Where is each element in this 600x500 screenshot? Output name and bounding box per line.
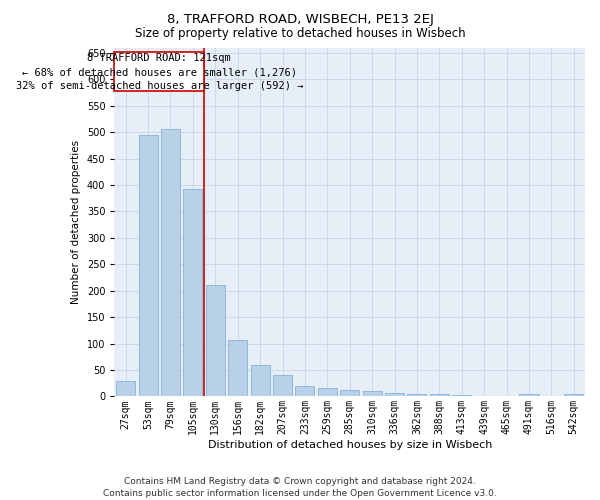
Bar <box>116 380 135 396</box>
Bar <box>139 134 158 396</box>
Bar <box>273 376 292 396</box>
Bar <box>385 392 404 396</box>
Bar <box>362 391 382 396</box>
Bar <box>520 394 539 396</box>
Bar <box>184 188 202 396</box>
Bar <box>161 130 180 396</box>
Bar <box>318 388 337 396</box>
Bar <box>407 394 427 396</box>
Text: Size of property relative to detached houses in Wisbech: Size of property relative to detached ho… <box>134 28 466 40</box>
Bar <box>430 394 449 396</box>
Text: 8, TRAFFORD ROAD, WISBECH, PE13 2EJ: 8, TRAFFORD ROAD, WISBECH, PE13 2EJ <box>167 12 433 26</box>
Bar <box>564 394 583 396</box>
Text: Contains HM Land Registry data © Crown copyright and database right 2024.
Contai: Contains HM Land Registry data © Crown c… <box>103 476 497 498</box>
Text: 8 TRAFFORD ROAD: 121sqm
← 68% of detached houses are smaller (1,276)
32% of semi: 8 TRAFFORD ROAD: 121sqm ← 68% of detache… <box>16 54 303 92</box>
X-axis label: Distribution of detached houses by size in Wisbech: Distribution of detached houses by size … <box>208 440 492 450</box>
Y-axis label: Number of detached properties: Number of detached properties <box>71 140 81 304</box>
Bar <box>452 395 471 396</box>
Bar <box>228 340 247 396</box>
Bar <box>295 386 314 396</box>
Bar <box>340 390 359 396</box>
Bar <box>206 286 225 397</box>
FancyBboxPatch shape <box>115 52 204 91</box>
Bar <box>251 365 269 396</box>
